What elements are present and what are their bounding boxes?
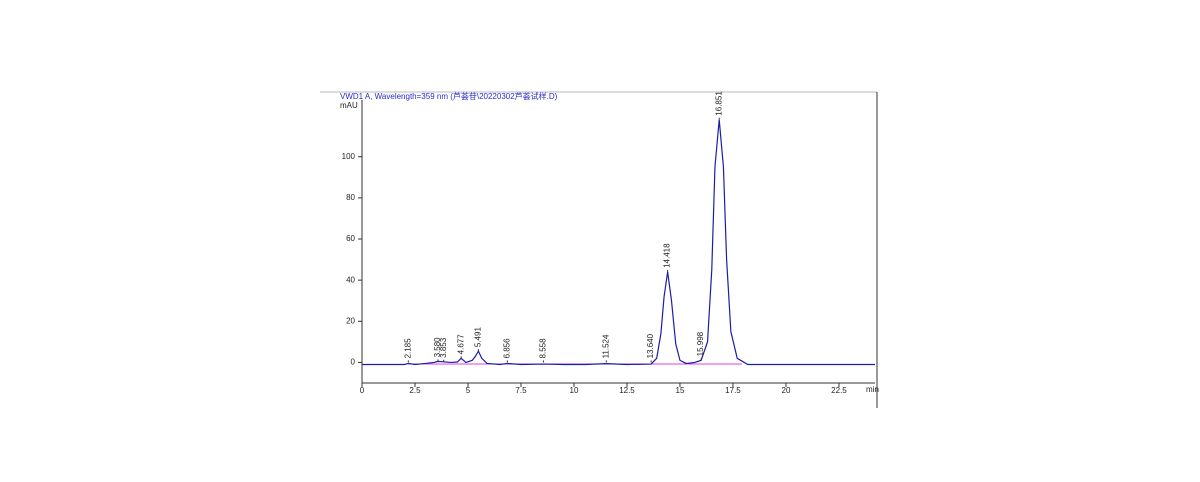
peak-label: 8.558 <box>539 338 548 359</box>
x-tick-label: 20 <box>782 386 791 395</box>
x-tick-label: 0 <box>360 386 365 395</box>
x-tick-label: 15 <box>676 386 685 395</box>
y-tick-label: 60 <box>346 234 355 243</box>
peak-label: 6.856 <box>502 338 511 359</box>
trace <box>362 119 875 366</box>
peak-label: 14.418 <box>663 243 672 268</box>
x-tick-label: 2.5 <box>409 386 421 395</box>
y-tick-label: 100 <box>342 152 356 161</box>
peak-label: 2.185 <box>403 338 412 359</box>
peak-label: 4.677 <box>456 334 465 355</box>
y-tick-label: 20 <box>346 316 355 325</box>
x-tick-label: 17.5 <box>725 386 741 395</box>
y-unit: mAU <box>340 101 358 110</box>
peak-label: 15.998 <box>696 331 705 356</box>
y-tick-label: 40 <box>346 275 355 284</box>
peak-label: 16.851 <box>714 91 723 116</box>
x-tick-label: 7.5 <box>515 386 527 395</box>
peak-label: 3.580 <box>433 337 442 358</box>
x-tick-label: 22.5 <box>831 386 847 395</box>
chart-title: VWD1 A, Wavelength=359 nm (芦荟苷\20220302芦… <box>340 91 558 101</box>
y-tick-label: 80 <box>346 193 355 202</box>
peak-label: 5.491 <box>474 327 483 348</box>
peak-label: 11.524 <box>601 334 610 358</box>
peak-label: 3.853 <box>439 337 448 358</box>
x-tick-label: 10 <box>570 386 579 395</box>
x-unit: min <box>866 385 879 394</box>
x-tick-label: 12.5 <box>619 386 635 395</box>
y-tick-label: 0 <box>351 358 356 367</box>
x-tick-label: 5 <box>466 386 471 395</box>
peak-label: 13.640 <box>646 333 655 358</box>
